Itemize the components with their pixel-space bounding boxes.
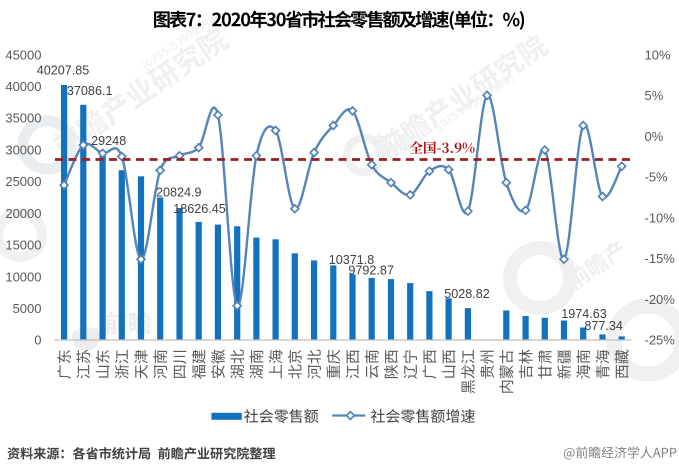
svg-text:40000: 40000 xyxy=(5,79,41,94)
svg-text:9792.87: 9792.87 xyxy=(348,263,394,277)
svg-text:25000: 25000 xyxy=(5,174,41,189)
svg-text:10000: 10000 xyxy=(5,269,41,284)
svg-text:-20%: -20% xyxy=(645,292,676,307)
svg-text:10371.8: 10371.8 xyxy=(329,253,375,267)
svg-text:15000: 15000 xyxy=(5,238,41,253)
svg-text:10%: 10% xyxy=(645,47,671,62)
svg-text:0: 0 xyxy=(34,333,41,348)
svg-text:37086.1: 37086.1 xyxy=(67,84,113,98)
svg-text:35000: 35000 xyxy=(5,111,41,126)
svg-text:877.34: 877.34 xyxy=(584,319,623,333)
svg-text:-15%: -15% xyxy=(645,251,676,266)
svg-text:5000: 5000 xyxy=(13,301,42,316)
svg-text:5%: 5% xyxy=(645,88,664,103)
svg-text:0%: 0% xyxy=(645,129,664,144)
svg-text:-25%: -25% xyxy=(645,333,676,348)
svg-text:30000: 30000 xyxy=(5,142,41,157)
svg-text:-10%: -10% xyxy=(645,210,676,225)
svg-text:40207.85: 40207.85 xyxy=(37,64,90,78)
svg-text:1974.63: 1974.63 xyxy=(561,307,607,321)
svg-text:29248: 29248 xyxy=(91,134,126,148)
svg-text:20000: 20000 xyxy=(5,206,41,221)
svg-text:5028.82: 5028.82 xyxy=(444,287,490,301)
svg-text:20824.9: 20824.9 xyxy=(156,185,202,199)
svg-text:18626.45: 18626.45 xyxy=(173,202,226,216)
svg-text:45000: 45000 xyxy=(5,47,41,62)
svg-text:-5%: -5% xyxy=(645,170,669,185)
